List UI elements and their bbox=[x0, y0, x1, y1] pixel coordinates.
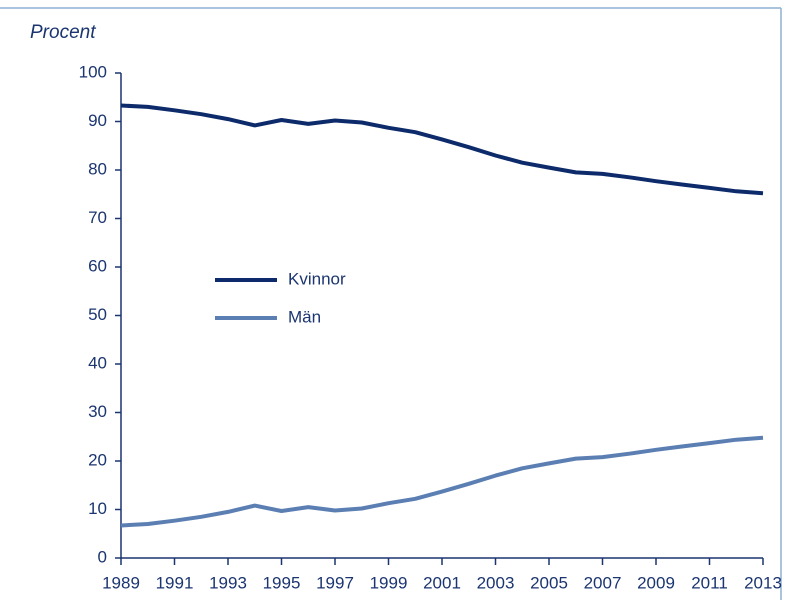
y-tick-label: 80 bbox=[88, 159, 107, 178]
line-series bbox=[120, 435, 764, 528]
y-tick-label: 20 bbox=[88, 450, 107, 469]
x-tick-label: 1989 bbox=[102, 573, 140, 592]
line-series bbox=[120, 103, 764, 196]
x-tick-label: 2003 bbox=[477, 573, 515, 592]
y-tick-label: 70 bbox=[88, 208, 107, 227]
y-tick-label: 10 bbox=[88, 499, 107, 518]
y-tick-label: 50 bbox=[88, 305, 107, 324]
x-tick-label: 1991 bbox=[156, 573, 194, 592]
y-tick-label: 100 bbox=[79, 62, 107, 81]
x-tick-label: 2007 bbox=[584, 573, 622, 592]
y-tick-label: 30 bbox=[88, 402, 107, 421]
y-tick-label: 40 bbox=[88, 353, 107, 372]
x-tick-label: 1993 bbox=[209, 573, 247, 592]
legend-label: Män bbox=[288, 307, 321, 326]
legend-label: Kvinnor bbox=[288, 269, 346, 288]
x-tick-label: 2005 bbox=[530, 573, 568, 592]
y-tick-label: 90 bbox=[88, 111, 107, 130]
x-tick-label: 2013 bbox=[744, 573, 782, 592]
y-axis-label: Procent bbox=[30, 22, 96, 43]
x-tick-label: 1995 bbox=[263, 573, 301, 592]
x-tick-label: 1997 bbox=[316, 573, 354, 592]
y-tick-label: 0 bbox=[98, 547, 107, 566]
x-tick-label: 1999 bbox=[370, 573, 408, 592]
x-tick-label: 2009 bbox=[637, 573, 675, 592]
y-tick-label: 60 bbox=[88, 256, 107, 275]
x-tick-label: 2001 bbox=[423, 573, 461, 592]
x-tick-label: 2011 bbox=[691, 573, 728, 592]
